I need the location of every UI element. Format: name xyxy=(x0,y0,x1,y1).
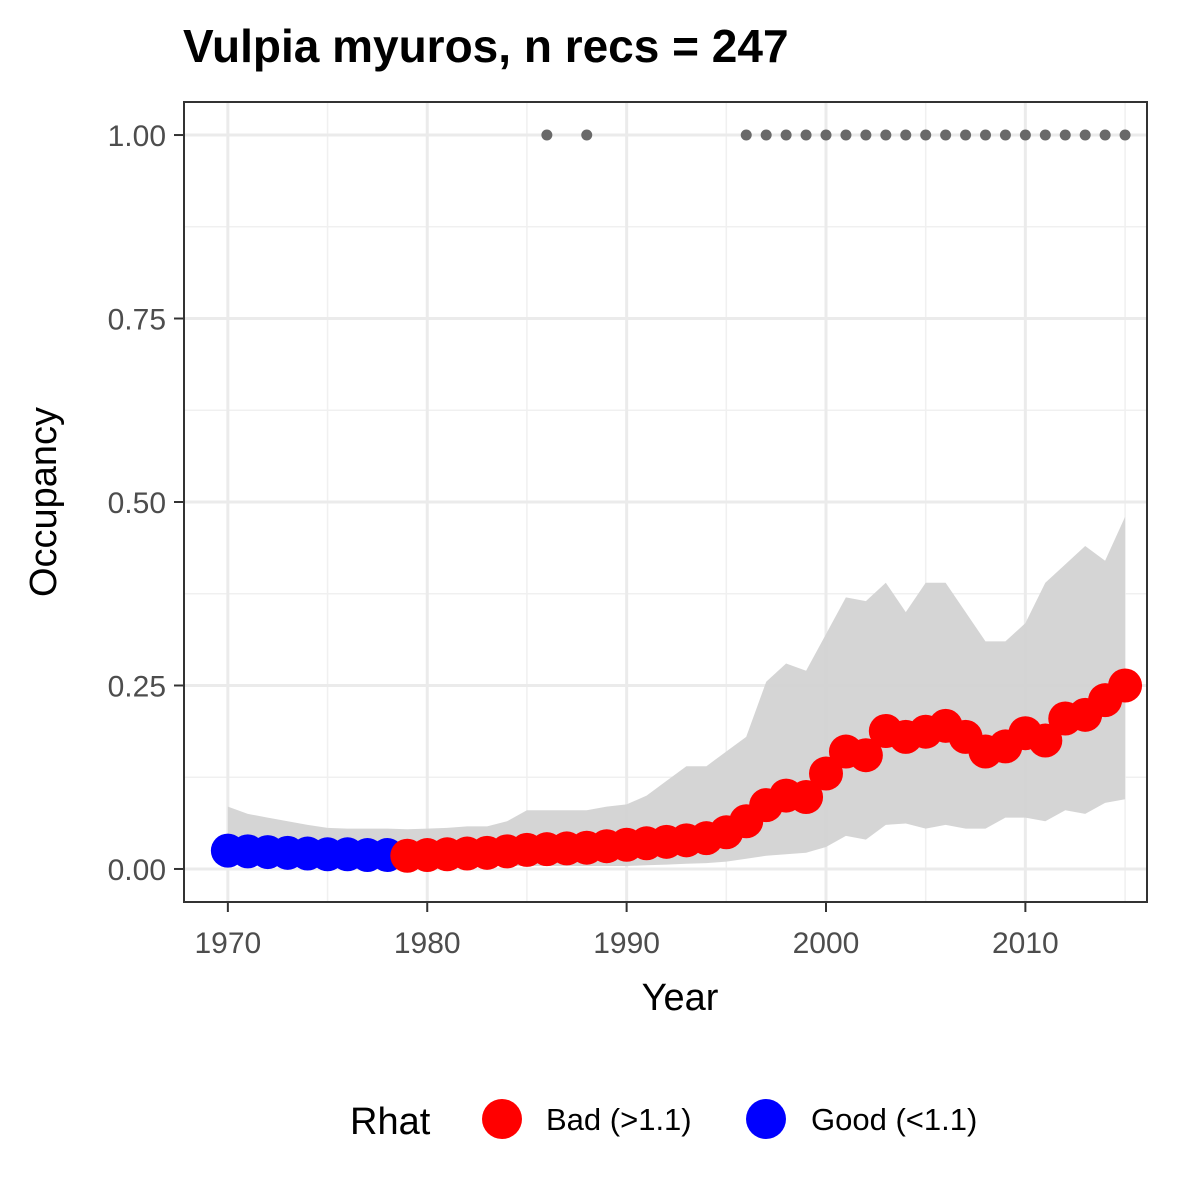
record-point xyxy=(860,129,872,141)
record-point xyxy=(541,129,553,141)
occupancy-point-bad xyxy=(1028,723,1063,758)
record-point xyxy=(840,129,852,141)
record-point xyxy=(581,129,593,141)
record-point xyxy=(980,129,992,141)
record-point xyxy=(1119,129,1131,141)
legend-key-good xyxy=(746,1099,786,1139)
legend-title: Rhat xyxy=(350,1101,431,1143)
x-tick-label: 1990 xyxy=(593,927,660,960)
y-tick-label: 0.50 xyxy=(108,487,166,520)
y-tick-label: 0.25 xyxy=(108,670,166,703)
y-axis-title: Occupancy xyxy=(23,407,65,597)
legend: Rhat Bad (>1.1) Good (<1.1) xyxy=(350,1099,977,1143)
record-point xyxy=(740,129,752,141)
record-point xyxy=(820,129,832,141)
occupancy-points xyxy=(210,668,1143,873)
legend-label-good: Good (<1.1) xyxy=(811,1102,977,1137)
legend-key-bad xyxy=(482,1099,522,1139)
x-tick-label: 1980 xyxy=(394,927,461,960)
confidence-ribbon-layer xyxy=(227,516,1126,866)
x-tick-label: 1970 xyxy=(194,927,261,960)
y-axis: 0.00 0.25 0.50 0.75 1.00 xyxy=(108,120,184,887)
record-point xyxy=(780,129,792,141)
y-tick-label: 0.75 xyxy=(108,304,166,337)
legend-label-bad: Bad (>1.1) xyxy=(546,1102,692,1137)
record-point xyxy=(760,129,772,141)
record-point xyxy=(920,129,932,141)
record-points xyxy=(541,129,1131,141)
y-tick-label: 1.00 xyxy=(108,120,166,153)
chart-title: Vulpia myuros, n recs = 247 xyxy=(183,20,789,72)
occupancy-point-bad xyxy=(809,756,843,791)
record-point xyxy=(1079,129,1091,141)
occupancy-point-bad xyxy=(789,780,824,815)
record-point xyxy=(1019,129,1031,141)
record-point xyxy=(800,129,812,141)
y-tick-label: 0.00 xyxy=(108,854,166,887)
x-axis: 1970 1980 1990 2000 2010 xyxy=(194,902,1059,960)
record-point xyxy=(999,129,1011,141)
occupancy-point-bad xyxy=(848,738,883,773)
record-point xyxy=(1039,129,1051,141)
x-tick-label: 2010 xyxy=(992,927,1059,960)
record-point xyxy=(880,129,892,141)
record-point xyxy=(1099,129,1111,141)
x-axis-title: Year xyxy=(642,977,719,1019)
record-point xyxy=(900,129,912,141)
x-tick-label: 2000 xyxy=(793,927,860,960)
plot-panel xyxy=(183,101,1148,903)
record-point xyxy=(940,129,952,141)
record-point xyxy=(960,129,972,141)
occupancy-point-bad xyxy=(1108,668,1143,703)
confidence-ribbon xyxy=(227,516,1126,866)
record-point xyxy=(1059,129,1071,141)
